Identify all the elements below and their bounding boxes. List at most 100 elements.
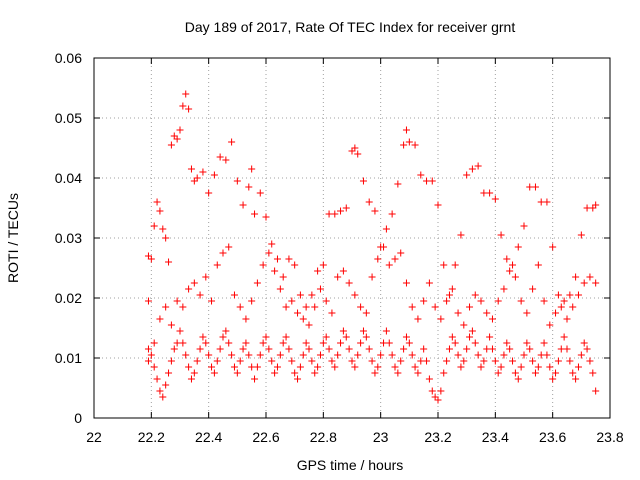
data-point	[526, 345, 534, 353]
data-point	[187, 165, 195, 173]
data-point	[294, 375, 302, 383]
data-point	[374, 363, 382, 371]
data-point	[248, 297, 256, 305]
data-point	[311, 369, 319, 377]
data-point	[509, 261, 517, 269]
data-point	[173, 297, 181, 305]
data-point	[437, 315, 445, 323]
data-point	[402, 279, 410, 287]
data-point	[371, 207, 379, 215]
data-point	[242, 339, 250, 347]
data-point	[448, 285, 456, 293]
data-point	[222, 327, 230, 335]
data-point	[563, 315, 571, 323]
data-point	[193, 174, 201, 182]
data-point	[328, 309, 336, 317]
data-point	[190, 177, 198, 185]
axis-ticks	[93, 57, 611, 419]
x-tick-label: 23	[373, 429, 389, 445]
data-point	[443, 357, 451, 365]
data-point	[153, 198, 161, 206]
data-point	[549, 243, 557, 251]
data-point	[291, 369, 299, 377]
data-point	[167, 321, 175, 329]
data-point	[477, 363, 485, 371]
data-point	[296, 291, 304, 299]
data-point	[337, 207, 345, 215]
data-point	[262, 333, 270, 341]
data-point	[331, 210, 339, 218]
data-point	[182, 90, 190, 98]
data-point	[431, 303, 439, 311]
data-point	[170, 345, 178, 353]
data-point	[474, 162, 482, 170]
data-point	[276, 351, 284, 359]
data-point	[494, 369, 502, 377]
data-point	[577, 351, 585, 359]
data-point	[196, 291, 204, 299]
data-point	[302, 303, 310, 311]
data-point	[425, 375, 433, 383]
data-point	[589, 204, 597, 212]
data-point	[354, 150, 362, 158]
data-point	[394, 180, 402, 188]
data-point	[167, 357, 175, 365]
data-point	[271, 267, 279, 275]
data-point	[196, 345, 204, 353]
data-point	[417, 171, 425, 179]
data-point	[213, 357, 221, 365]
data-point	[251, 210, 259, 218]
data-point	[205, 189, 213, 197]
data-point	[165, 258, 173, 266]
data-point	[328, 357, 336, 365]
data-point	[262, 213, 270, 221]
data-point	[509, 357, 517, 365]
data-point	[440, 261, 448, 269]
data-point	[491, 357, 499, 365]
data-point	[296, 363, 304, 371]
data-point	[314, 267, 322, 275]
data-point	[251, 375, 259, 383]
data-point	[230, 291, 238, 299]
data-point	[440, 369, 448, 377]
data-point	[560, 333, 568, 341]
data-point	[216, 153, 224, 161]
data-point	[520, 351, 528, 359]
data-point	[239, 345, 247, 353]
data-point	[540, 297, 548, 305]
x-tick-label: 23.4	[482, 429, 509, 445]
x-tick-label: 22	[86, 429, 102, 445]
data-point	[391, 255, 399, 263]
data-point	[282, 333, 290, 341]
data-point	[271, 369, 279, 377]
data-point	[397, 357, 405, 365]
x-tick-label: 22.2	[138, 429, 165, 445]
data-point	[159, 225, 167, 233]
data-point	[420, 345, 428, 353]
data-point	[368, 273, 376, 281]
data-point	[543, 351, 551, 359]
data-point	[546, 363, 554, 371]
data-point	[159, 393, 167, 401]
data-point	[342, 333, 350, 341]
data-point	[529, 357, 537, 365]
data-point	[259, 261, 267, 269]
data-point	[233, 369, 241, 377]
data-point	[431, 393, 439, 401]
data-point	[185, 285, 193, 293]
data-point	[362, 309, 370, 317]
data-point	[210, 369, 218, 377]
data-point	[500, 285, 508, 293]
data-point	[245, 351, 253, 359]
data-point	[342, 204, 350, 212]
x-tick-label: 23.6	[539, 429, 566, 445]
data-point	[428, 387, 436, 395]
data-point	[362, 333, 370, 341]
data-point	[408, 351, 416, 359]
data-point	[268, 357, 276, 365]
data-point	[210, 171, 218, 179]
data-point	[402, 126, 410, 134]
data-point	[400, 141, 408, 149]
data-point	[463, 171, 471, 179]
data-point	[144, 252, 152, 260]
